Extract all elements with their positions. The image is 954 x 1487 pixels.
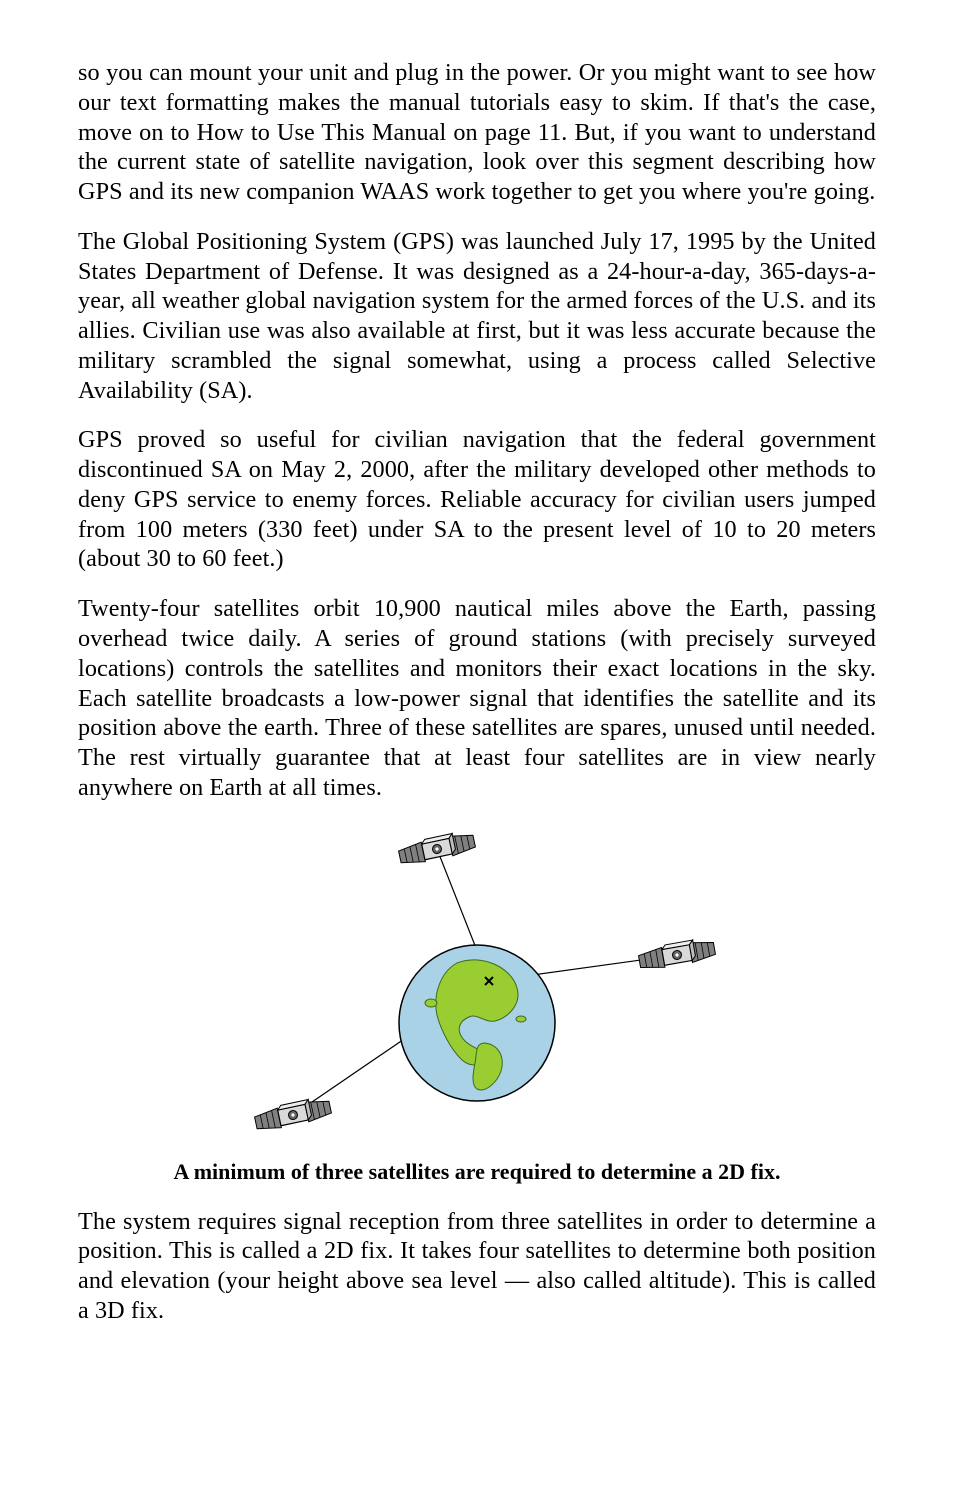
page: so you can mount your unit and plug in t… bbox=[0, 0, 954, 1406]
paragraph-5: The system requires signal reception fro… bbox=[78, 1207, 876, 1326]
paragraph-3: GPS proved so useful for civilian naviga… bbox=[78, 425, 876, 574]
paragraph-2: The Global Positioning System (GPS) was … bbox=[78, 227, 876, 406]
gps-satellite-figure: A minimum of three satellites are requir… bbox=[78, 823, 876, 1201]
gps-diagram-svg bbox=[197, 823, 757, 1153]
figure-caption: A minimum of three satellites are requir… bbox=[174, 1159, 781, 1185]
paragraph-4: Twenty-four satellites orbit 10,900 naut… bbox=[78, 594, 876, 802]
paragraph-1: so you can mount your unit and plug in t… bbox=[78, 58, 876, 207]
